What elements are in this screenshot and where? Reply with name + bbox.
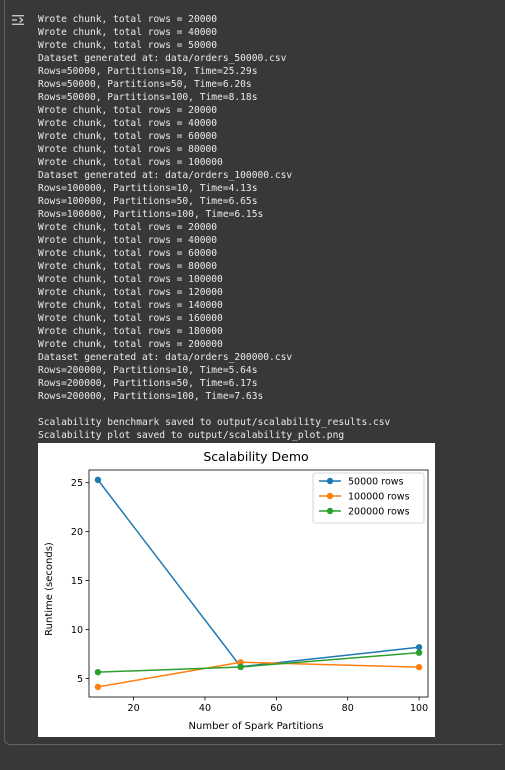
output-arrow-icon[interactable] <box>11 12 25 26</box>
stdout-line: Dataset generated at: data/orders_50000.… <box>38 53 287 64</box>
data-point <box>94 683 102 691</box>
stdout-line: Wrote chunk, total rows = 50000 <box>38 40 218 51</box>
stdout-line: Wrote chunk, total rows = 100000 <box>38 157 223 168</box>
stdout-line: Dataset generated at: data/orders_200000… <box>38 352 293 363</box>
legend-marker <box>326 507 334 515</box>
stdout-line: Scalability benchmark saved to output/sc… <box>38 417 391 428</box>
chart-svg: Scalability Demo Number of Spark Partiti… <box>44 449 429 732</box>
y-tick-label: 10 <box>71 625 83 636</box>
stdout-line: Wrote chunk, total rows = 40000 <box>38 27 218 38</box>
y-axis-label: Runtime (seconds) <box>44 542 55 636</box>
stdout-line: Scalability plot saved to output/scalabi… <box>38 430 345 441</box>
stdout-line: Rows=100000, Partitions=50, Time=6.65s <box>38 196 258 207</box>
y-tick-label: 5 <box>77 674 83 685</box>
x-tick-label: 80 <box>342 703 354 714</box>
legend-marker <box>326 477 334 485</box>
stdout-line: Wrote chunk, total rows = 60000 <box>38 131 218 142</box>
data-point <box>94 476 102 484</box>
stdout-text: Wrote chunk, total rows = 20000 Wrote chu… <box>38 13 390 442</box>
data-point <box>415 649 423 656</box>
stdout-line: Wrote chunk, total rows = 120000 <box>38 287 223 298</box>
stdout-line: Rows=100000, Partitions=10, Time=4.13s <box>38 183 258 194</box>
stdout-line: Wrote chunk, total rows = 20000 <box>38 105 218 116</box>
stdout-line: Wrote chunk, total rows = 40000 <box>38 118 218 129</box>
stdout-line: Rows=50000, Partitions=100, Time=8.18s <box>38 92 258 103</box>
x-tick-label: 40 <box>199 703 211 714</box>
data-point <box>415 663 423 671</box>
stdout-line: Wrote chunk, total rows = 80000 <box>38 144 218 155</box>
legend-marker <box>326 492 334 500</box>
stdout-line: Wrote chunk, total rows = 160000 <box>38 313 223 324</box>
data-point <box>94 668 102 676</box>
data-point <box>237 659 244 666</box>
plot-frame <box>88 469 429 698</box>
chart-title: Scalability Demo <box>203 449 308 464</box>
y-tick-label: 25 <box>71 478 83 489</box>
stdout-line: Rows=50000, Partitions=50, Time=6.20s <box>38 79 252 90</box>
stdout-line: Wrote chunk, total rows = 20000 <box>38 222 218 233</box>
legend-label: 50000 rows <box>348 477 404 488</box>
y-tick-label: 20 <box>71 527 83 538</box>
stdout-line: Rows=200000, Partitions=10, Time=5.64s <box>38 365 258 376</box>
data-point <box>415 644 423 651</box>
scalability-plot: Scalability Demo Number of Spark Partiti… <box>38 443 435 737</box>
stdout-line: Wrote chunk, total rows = 180000 <box>38 326 223 337</box>
x-axis-label: Number of Spark Partitions <box>189 721 324 732</box>
x-tick-label: 100 <box>410 703 428 714</box>
stdout-line: Wrote chunk, total rows = 60000 <box>38 248 218 259</box>
stdout-line: Rows=100000, Partitions=100, Time=6.15s <box>38 209 264 220</box>
stdout-line: Dataset generated at: data/orders_100000… <box>38 170 293 181</box>
stdout-line: Wrote chunk, total rows = 200000 <box>38 339 223 350</box>
x-tick-label: 20 <box>128 703 140 714</box>
stdout-line: Wrote chunk, total rows = 20000 <box>38 14 218 25</box>
stdout-line: Wrote chunk, total rows = 80000 <box>38 261 218 272</box>
x-tick-label: 60 <box>270 703 282 714</box>
legend-label: 200000 rows <box>348 507 410 518</box>
stdout-line <box>38 403 390 416</box>
stdout-line: Rows=200000, Partitions=100, Time=7.63s <box>38 391 264 402</box>
stdout-line: Rows=50000, Partitions=10, Time=25.29s <box>38 66 258 77</box>
stdout-line: Wrote chunk, total rows = 40000 <box>38 235 218 246</box>
legend-label: 100000 rows <box>348 492 410 503</box>
stdout-line: Rows=200000, Partitions=50, Time=6.17s <box>38 378 258 389</box>
data-point <box>237 663 244 671</box>
y-tick-label: 15 <box>71 576 83 587</box>
stdout-line: Wrote chunk, total rows = 100000 <box>38 274 223 285</box>
output-cell <box>4 0 503 745</box>
stdout-line: Wrote chunk, total rows = 140000 <box>38 300 223 311</box>
